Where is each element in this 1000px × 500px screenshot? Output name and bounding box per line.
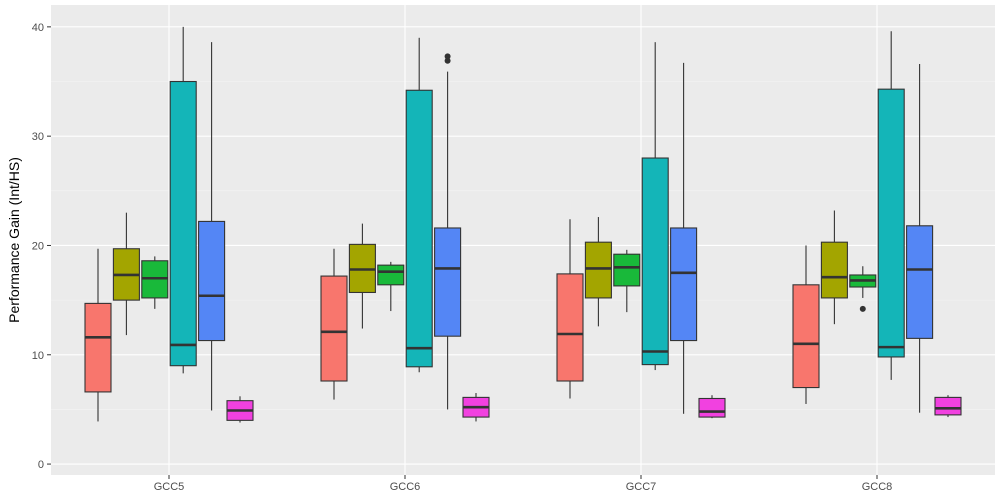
box-body — [198, 220, 226, 342]
box-gcc8-series-3 — [849, 266, 877, 312]
y-axis-title: Performance Gain (Int/HS) — [6, 157, 22, 323]
box-gcc5-series-3 — [141, 256, 169, 309]
x-tick-label: GCC8 — [862, 481, 893, 493]
box-gcc6-series-6 — [462, 393, 490, 422]
box-body — [434, 227, 462, 337]
box-body — [792, 284, 820, 389]
y-tick-label: 30 — [32, 131, 44, 143]
outlier-point — [859, 305, 866, 312]
box-gcc5-series-6 — [226, 396, 254, 423]
box-gcc8-series-1 — [792, 245, 820, 404]
box-gcc8-series-4 — [877, 31, 905, 380]
box-gcc7-series-2 — [584, 217, 612, 327]
box-gcc5-series-4 — [169, 26, 197, 374]
y-tick-label: 10 — [32, 350, 44, 362]
x-tick-label: GCC7 — [626, 481, 657, 493]
box-gcc7-series-6 — [698, 395, 726, 419]
box-gcc8-series-2 — [820, 210, 848, 325]
box-gcc6-series-2 — [348, 223, 376, 329]
box-body — [698, 397, 726, 418]
box-body — [405, 89, 433, 368]
y-tick-label: 20 — [32, 240, 44, 252]
x-tick-label: GCC5 — [154, 481, 185, 493]
box-gcc7-series-4 — [641, 42, 669, 371]
y-tick-label: 40 — [32, 22, 44, 34]
box-body — [670, 227, 698, 342]
x-tick-label: GCC6 — [390, 481, 421, 493]
box-body — [84, 302, 112, 393]
box-series — [84, 26, 962, 423]
box-body — [169, 80, 197, 367]
box-body — [641, 157, 669, 366]
box-gcc5-series-1 — [84, 248, 112, 422]
box-body — [377, 264, 405, 286]
box-body — [584, 241, 612, 299]
box-body — [320, 275, 348, 382]
box-gcc6-series-1 — [320, 248, 348, 400]
box-gcc6-series-3 — [377, 261, 405, 312]
y-tick-label: 0 — [38, 459, 44, 471]
outlier-point — [444, 53, 451, 60]
box-body — [613, 253, 641, 287]
box-gcc5-series-2 — [112, 212, 140, 336]
box-gcc7-series-5 — [670, 62, 698, 414]
box-gcc8-series-5 — [906, 64, 934, 413]
box-gcc5-series-5 — [198, 42, 226, 411]
y-axis: 0 10 20 30 40 — [32, 22, 51, 471]
box-gcc7-series-3 — [613, 249, 641, 313]
box-body — [877, 88, 905, 358]
box-body — [906, 225, 934, 339]
box-body — [934, 396, 962, 416]
box-gcc8-series-6 — [934, 395, 962, 418]
box-body — [556, 273, 584, 382]
box-body — [820, 241, 848, 299]
box-gcc6-series-5 — [434, 53, 462, 410]
x-axis: GCC5 GCC6 GCC7 GCC8 — [154, 475, 893, 493]
box-gcc6-series-4 — [405, 37, 433, 373]
box-gcc7-series-1 — [556, 219, 584, 399]
outlier-point — [444, 57, 451, 64]
